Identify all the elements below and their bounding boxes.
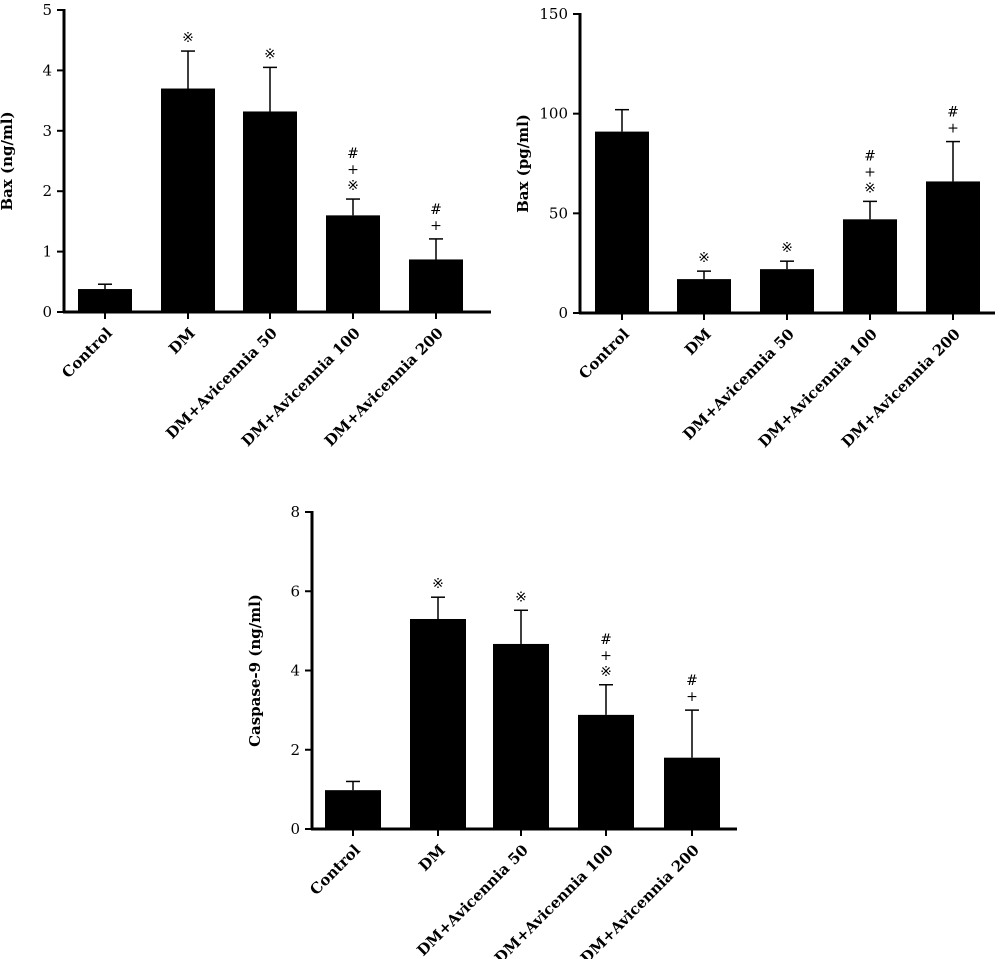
significance-mark: ※ — [600, 664, 612, 680]
y-axis-title: Bax (ng/ml) — [0, 111, 16, 210]
significance-mark: + — [686, 689, 698, 705]
bar — [325, 790, 381, 829]
y-tick-label: 0 — [42, 303, 52, 321]
y-tick-label: 1 — [42, 243, 52, 261]
bar — [926, 181, 980, 313]
significance-mark: + — [600, 648, 612, 664]
category-label: DM — [165, 324, 199, 358]
y-axis-title: Caspase-9 (ng/ml) — [246, 594, 264, 747]
significance-mark: # — [864, 148, 876, 164]
bar — [410, 618, 466, 829]
bar — [78, 289, 132, 312]
significance-mark: + — [947, 121, 959, 137]
significance-mark: ※ — [781, 240, 793, 256]
bar — [843, 219, 897, 313]
bar — [409, 259, 463, 312]
category-label: DM — [681, 325, 715, 359]
bar — [760, 269, 814, 313]
bar — [243, 111, 297, 312]
bar — [595, 131, 649, 313]
y-tick-label: 2 — [42, 182, 52, 200]
bar — [578, 714, 634, 829]
y-tick-label: 5 — [42, 1, 52, 19]
significance-mark: ※ — [182, 30, 194, 46]
bar — [664, 757, 720, 829]
significance-mark: ※ — [347, 178, 359, 194]
y-axis-title: Bax (pg/ml) — [514, 114, 532, 213]
significance-mark: + — [430, 218, 442, 234]
significance-mark: # — [600, 632, 612, 648]
significance-mark: + — [347, 162, 359, 178]
significance-mark: # — [430, 202, 442, 218]
y-tick-label: 8 — [290, 503, 300, 521]
significance-mark: # — [947, 105, 959, 121]
y-tick-label: 0 — [558, 304, 568, 322]
category-label: Control — [58, 324, 116, 382]
bar — [326, 215, 380, 312]
y-tick-label: 150 — [539, 5, 568, 23]
significance-mark: ※ — [264, 46, 276, 62]
y-tick-label: 3 — [42, 122, 52, 140]
bar — [493, 643, 549, 829]
bar — [677, 279, 731, 313]
significance-mark: ※ — [432, 576, 444, 592]
significance-mark: ※ — [864, 180, 876, 196]
bar — [161, 88, 215, 313]
y-tick-label: 2 — [290, 741, 300, 759]
significance-mark: # — [347, 146, 359, 162]
y-tick-label: 100 — [539, 105, 568, 123]
significance-mark: ※ — [698, 250, 710, 266]
significance-mark: # — [686, 673, 698, 689]
significance-mark: ※ — [515, 589, 527, 605]
category-label: Control — [306, 841, 364, 899]
y-tick-label: 4 — [290, 662, 300, 680]
y-tick-label: 0 — [290, 820, 300, 838]
category-label: Control — [575, 325, 633, 383]
y-tick-label: 6 — [290, 582, 300, 600]
significance-mark: + — [864, 164, 876, 180]
category-label: DM — [415, 841, 449, 875]
y-tick-label: 4 — [42, 61, 52, 79]
y-tick-label: 50 — [549, 204, 568, 222]
